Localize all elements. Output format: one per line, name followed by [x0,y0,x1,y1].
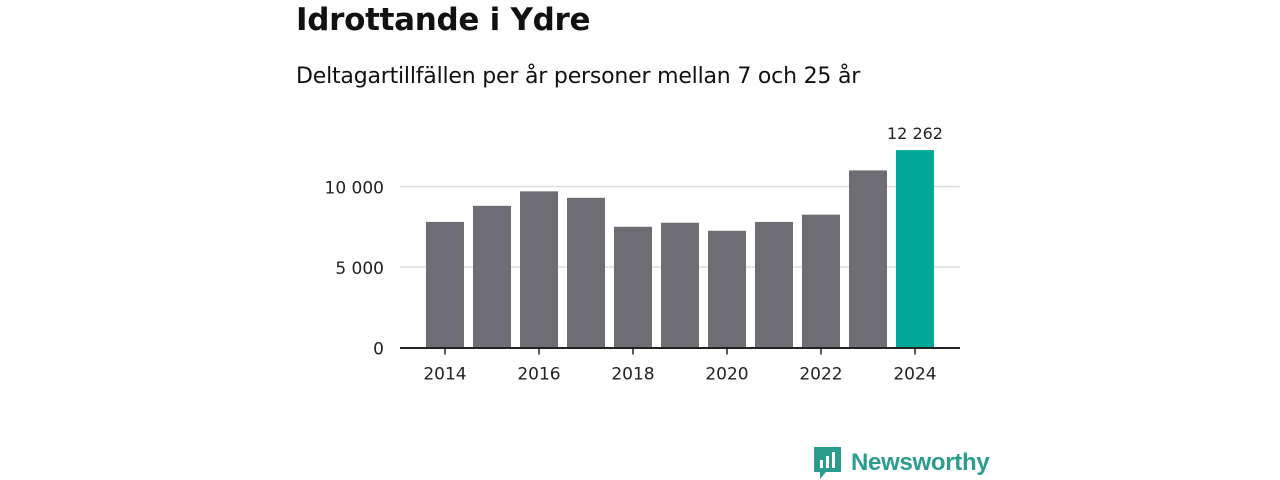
bar-2023 [849,170,887,348]
x-tick-label: 2014 [423,365,466,385]
bar-2015 [473,205,511,348]
bar-2024 [896,150,934,348]
x-tick-label: 2022 [799,365,842,385]
bar-2020 [708,230,746,348]
y-tick-label: 5 000 [335,259,384,279]
x-tick-label: 2020 [705,365,748,385]
bars [400,150,960,355]
bar-2017 [567,197,605,348]
x-tick-label: 2016 [517,365,560,385]
x-tick-label: 2018 [611,365,654,385]
x-tick-label: 2024 [893,365,936,385]
chart-subtitle: Deltagartillfällen per år personer mella… [296,64,861,89]
y-tick-label: 0 [373,340,384,360]
bar-2018 [614,226,652,348]
newsworthy-logo-icon [814,447,841,479]
bar-2016 [520,191,558,348]
y-tick-label: 10 000 [325,179,384,199]
chart-title: Idrottande i Ydre [296,2,591,38]
bar-chart: 0 5 000 10 000 12 262 2014 2016 2018 2020 2022 20… [325,124,960,385]
bar-2021 [755,221,793,348]
bar-2022 [802,214,840,348]
labels: 0 5 000 10 000 12 262 2014 2016 2018 2020 2022 20… [325,124,943,384]
bar-2014 [426,221,464,348]
data-label: 12 262 [887,124,943,143]
bar-2019 [661,222,699,348]
brand-name: Newsworthy [851,449,990,476]
brand-logo: Newsworthy [814,446,990,480]
